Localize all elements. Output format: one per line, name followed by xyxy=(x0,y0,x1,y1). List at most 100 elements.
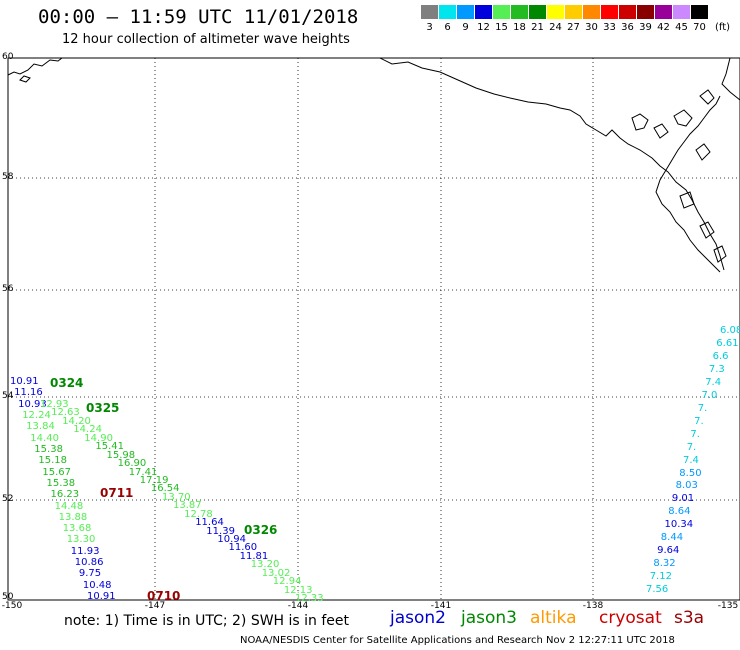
legend-swatch xyxy=(619,5,636,19)
swh-value: 12.78 xyxy=(184,508,213,520)
satellite-name: cryosat xyxy=(599,608,662,628)
legend-swatch xyxy=(691,5,708,19)
legend-label: 3 xyxy=(426,22,433,33)
lat-label: 56 xyxy=(2,284,14,294)
legend-swatch xyxy=(457,5,474,19)
swh-value: 8.32 xyxy=(653,558,676,570)
swh-value: 13.20 xyxy=(250,559,280,571)
swh-value: 6.6 xyxy=(712,350,729,362)
swh-value: 12.63 xyxy=(51,407,80,419)
swh-value: 9.01 xyxy=(671,493,695,505)
swh-value: 11.39 xyxy=(206,525,235,537)
swh-value: 13.68 xyxy=(62,523,92,535)
swh-value: 12.93 xyxy=(40,399,69,410)
swh-value: 10.91 xyxy=(10,376,39,387)
legend-label: 24 xyxy=(549,22,562,33)
legend-unit: (ft) xyxy=(715,22,731,33)
lat-label: 60 xyxy=(2,52,14,62)
legend-swatch xyxy=(637,5,654,19)
swh-value: 15.18 xyxy=(38,455,68,467)
swh-value: 14.90 xyxy=(84,432,113,444)
swh-value: 10.94 xyxy=(217,534,247,545)
legend-label: 15 xyxy=(495,22,508,33)
swh-value: 12.33 xyxy=(295,593,324,604)
swh-value: 13.30 xyxy=(66,534,96,546)
satellite-name: altika xyxy=(530,608,577,628)
lat-label: 54 xyxy=(2,391,14,401)
credit-line: NOAA/NESDIS Center for Satellite Applica… xyxy=(240,635,675,646)
swh-value: 11.81 xyxy=(239,550,269,562)
coastline xyxy=(7,57,740,273)
swh-value: 16.23 xyxy=(50,489,80,501)
legend-swatch xyxy=(529,5,546,19)
swh-value: 7.12 xyxy=(649,571,672,582)
legend-swatch xyxy=(493,5,510,19)
lon-label: -135 xyxy=(717,601,739,611)
lon-label: -150 xyxy=(1,601,23,611)
swh-value: 13.70 xyxy=(162,491,191,503)
legend-swatch xyxy=(547,5,564,19)
swh-value: 13.84 xyxy=(26,421,55,433)
legend-label: 12 xyxy=(477,22,490,33)
legend-label: 27 xyxy=(567,22,580,33)
swh-value: 10.34 xyxy=(664,519,694,531)
swh-value: 11.64 xyxy=(195,517,224,529)
legend-label: 30 xyxy=(585,22,598,33)
swh-value: 9.75 xyxy=(78,568,102,580)
swh-value: 10.48 xyxy=(82,579,112,591)
legend-swatch xyxy=(511,5,528,19)
pass-label: 0325 xyxy=(86,401,120,415)
legend-label: 70 xyxy=(693,22,706,33)
swh-value: 8.03 xyxy=(675,480,698,492)
satellite-name: s3a xyxy=(674,608,705,628)
pass-label: 0711 xyxy=(100,486,134,500)
swh-value: 15.38 xyxy=(46,477,76,489)
swh-value: 17.19 xyxy=(139,474,169,486)
swh-value: 17.41 xyxy=(128,466,158,478)
swh-value: 13.88 xyxy=(58,511,88,523)
lon-label: -147 xyxy=(144,601,166,611)
pass-label: 0324 xyxy=(50,376,84,390)
swh-value: 7. xyxy=(686,441,697,453)
swh-value: 11.16 xyxy=(14,387,43,399)
legend-swatch xyxy=(475,5,492,19)
swh-value: 6.61 xyxy=(716,337,739,349)
swh-value: 10.93 xyxy=(18,398,47,410)
swh-value: 7. xyxy=(694,415,704,427)
legend-label: 6 xyxy=(444,22,451,33)
footnote: note: 1) Time is in UTC; 2) SWH is in fe… xyxy=(64,613,350,629)
satellite-name: jason2 xyxy=(390,608,446,628)
swh-value: 15.38 xyxy=(34,443,63,455)
swh-value: 14.24 xyxy=(73,424,102,436)
legend-label: 39 xyxy=(639,22,652,33)
swh-value: 12.94 xyxy=(272,576,302,588)
color-legend: (ft) 3 6 9 12 15 18 21 24 27 30 33 36 39 42 45 70 xyxy=(421,5,731,35)
legend-label: 18 xyxy=(513,22,526,33)
lat-label: 50 xyxy=(2,592,14,602)
swh-value: 15.98 xyxy=(106,449,136,461)
swh-value: 13.87 xyxy=(173,500,202,512)
pass-label: 0326 xyxy=(244,523,278,537)
swh-value: 7.56 xyxy=(646,584,669,595)
lon-label: -141 xyxy=(430,601,452,611)
satellite-name: jason3 xyxy=(461,608,517,628)
swh-value: 10.86 xyxy=(74,557,104,569)
legend-label: 45 xyxy=(675,22,688,33)
lat-label: 58 xyxy=(2,172,14,182)
legend-swatch xyxy=(439,5,456,19)
lon-label: -144 xyxy=(287,601,309,611)
swh-value: 14.48 xyxy=(54,500,84,512)
swh-value: 7.3 xyxy=(708,363,725,375)
legend-swatch xyxy=(673,5,690,19)
map-frame xyxy=(7,57,740,601)
swh-value: 8.50 xyxy=(679,467,702,479)
swh-value: 14.40 xyxy=(30,432,59,444)
lon-label: -138 xyxy=(582,601,604,611)
legend-swatch xyxy=(583,5,600,19)
swh-value: 7.4 xyxy=(705,376,722,388)
swh-value: 11.93 xyxy=(70,545,100,557)
legend-label: 21 xyxy=(531,22,544,33)
legend-label: 42 xyxy=(657,22,670,33)
swh-value: 15.41 xyxy=(95,441,125,453)
